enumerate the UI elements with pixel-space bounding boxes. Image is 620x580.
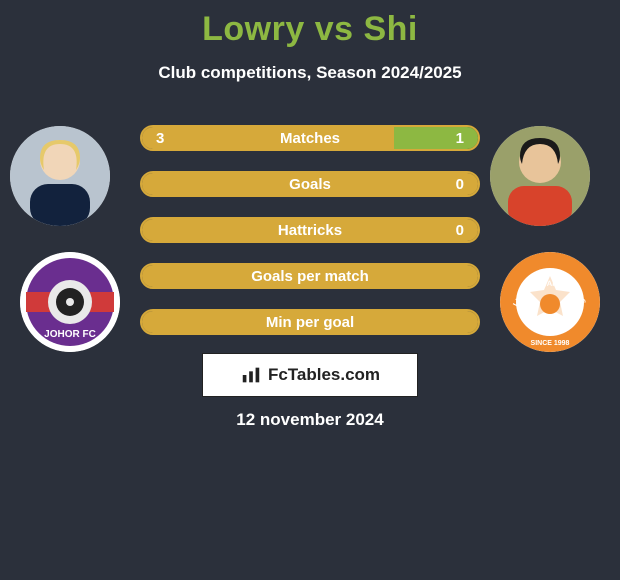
stat-value-right: 0 [456,173,464,195]
player-avatar-left [10,126,110,226]
stat-bar: Matches3 1 [140,125,480,151]
stat-label: Goals per match [142,265,478,287]
comparison-bars: Matches31Goals0Hattricks0Goals per match… [140,125,480,355]
stat-bar: Goals0 [140,171,480,197]
player-avatar-right [490,126,590,226]
stat-value-right: 1 [456,127,464,149]
bar-chart-icon [240,364,262,386]
brand-text: FcTables.com [268,365,380,385]
stat-bar: Hattricks0 [140,217,480,243]
club-badge-left: JOHOR FC [20,252,120,352]
svg-text:SINCE 1998: SINCE 1998 [531,340,570,347]
person-icon [10,126,110,226]
page-title: Lowry vs Shi [0,0,620,49]
stat-label: Goals [142,173,478,195]
brand-box[interactable]: FcTables.com [202,353,418,397]
stat-value-right: 0 [456,219,464,241]
stat-value-left: 3 [156,127,164,149]
club-crest-icon: SINCE 1998 LUNENG TAISHAN F.C. [500,252,600,352]
stat-label: Matches [142,127,478,149]
comparison-card: Lowry vs Shi Club competitions, Season 2… [0,0,620,580]
club-crest-icon: JOHOR FC [20,252,120,352]
date-text: 12 november 2024 [0,410,620,430]
svg-text:JOHOR FC: JOHOR FC [44,329,96,340]
stat-bar: Goals per match [140,263,480,289]
stat-label: Min per goal [142,311,478,333]
stat-bar: Min per goal [140,309,480,335]
person-icon [490,126,590,226]
stat-label: Hattricks [142,219,478,241]
subtitle: Club competitions, Season 2024/2025 [0,63,620,83]
club-badge-right: SINCE 1998 LUNENG TAISHAN F.C. [500,252,600,352]
